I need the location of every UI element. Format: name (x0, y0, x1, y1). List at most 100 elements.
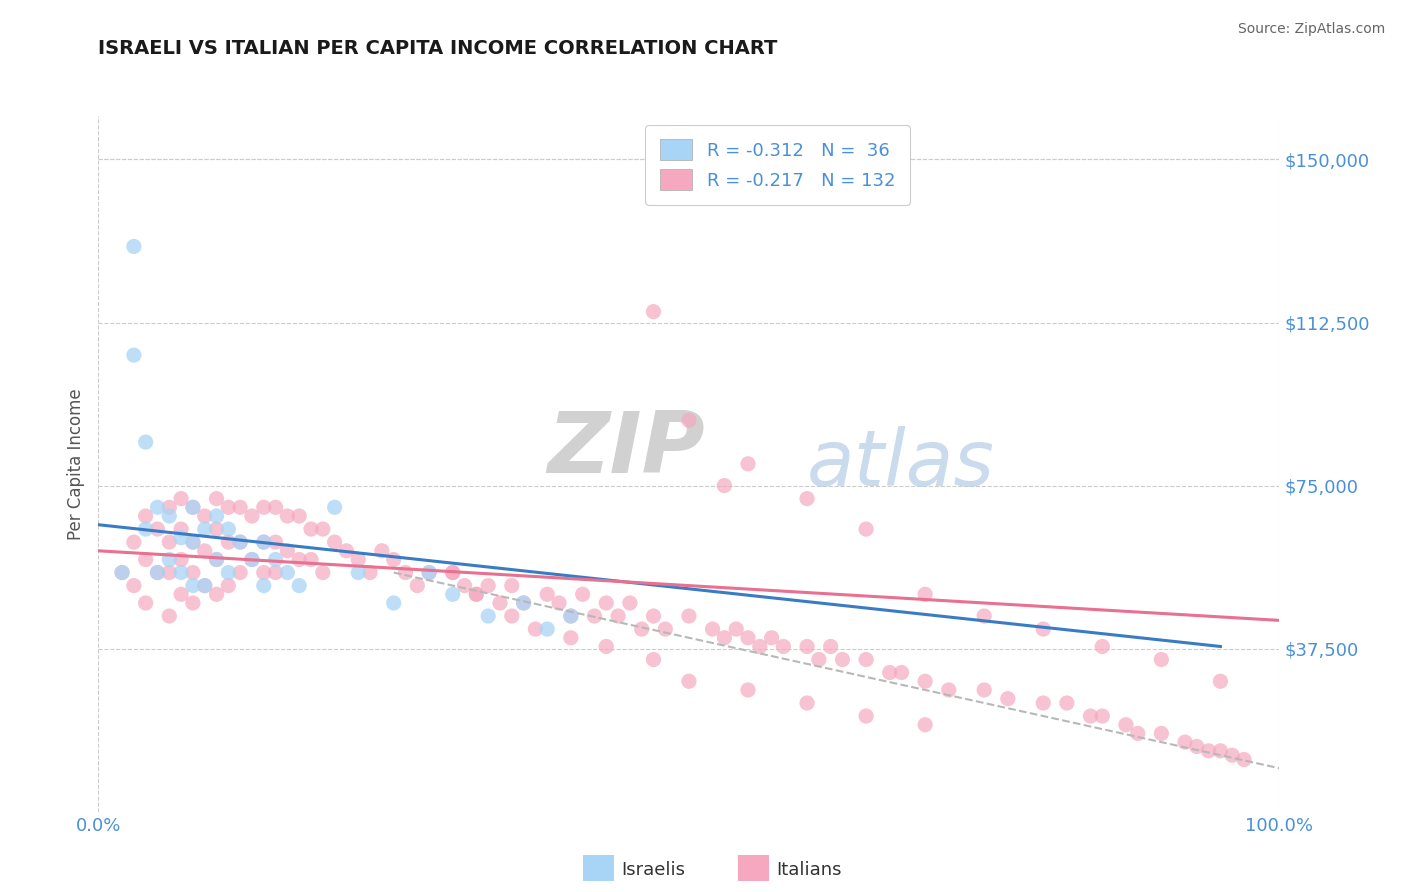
Point (418, 566, 440, 580)
Text: ZIP: ZIP (547, 409, 704, 491)
Point (890, 665, 912, 680)
Point (170, 587, 193, 601)
Point (240, 508, 263, 523)
Point (157, 566, 180, 580)
Point (1185, 739, 1208, 754)
Point (170, 491, 193, 506)
Point (205, 552, 228, 566)
Point (194, 522, 217, 536)
Point (1056, 696, 1078, 710)
Point (170, 531, 193, 545)
Point (630, 622, 652, 636)
Point (181, 566, 204, 580)
Point (512, 596, 534, 610)
Point (323, 535, 346, 549)
Point (122, 348, 145, 362)
Point (205, 508, 228, 523)
Point (737, 631, 759, 645)
Point (938, 683, 960, 698)
Point (276, 544, 298, 558)
Point (1150, 726, 1173, 740)
Point (796, 640, 818, 654)
Point (111, 566, 134, 580)
Point (276, 566, 298, 580)
Point (1032, 622, 1054, 636)
Point (1115, 717, 1137, 731)
Point (678, 674, 700, 689)
Point (595, 596, 617, 610)
Point (477, 579, 499, 593)
Point (713, 631, 735, 645)
Point (678, 609, 700, 624)
Point (560, 609, 582, 624)
Point (441, 587, 464, 601)
Text: Italians: Italians (776, 861, 842, 879)
Point (394, 566, 416, 580)
Point (299, 552, 322, 566)
Point (1220, 748, 1243, 763)
Point (157, 535, 180, 549)
Point (146, 500, 169, 515)
Point (288, 508, 311, 523)
Point (607, 609, 630, 624)
Point (583, 609, 606, 624)
Point (571, 587, 593, 601)
Point (264, 552, 287, 566)
Point (217, 500, 239, 515)
Point (453, 579, 475, 593)
Point (371, 544, 394, 558)
Point (820, 640, 842, 654)
Point (122, 579, 145, 593)
Point (418, 566, 440, 580)
Point (217, 535, 239, 549)
Point (465, 587, 488, 601)
Text: ISRAELI VS ITALIAN PER CAPITA INCOME CORRELATION CHART: ISRAELI VS ITALIAN PER CAPITA INCOME COR… (98, 39, 778, 58)
Point (181, 579, 204, 593)
Point (725, 622, 748, 636)
Point (217, 566, 239, 580)
Point (465, 587, 488, 601)
Point (595, 640, 617, 654)
Point (772, 640, 794, 654)
Point (1233, 753, 1256, 767)
Point (264, 566, 287, 580)
Point (205, 552, 228, 566)
Point (807, 652, 830, 666)
Point (477, 609, 499, 624)
Point (501, 579, 523, 593)
Point (253, 500, 276, 515)
Point (643, 304, 665, 318)
Point (654, 622, 676, 636)
Point (347, 552, 370, 566)
Point (914, 587, 936, 601)
Point (382, 596, 405, 610)
Point (253, 579, 276, 593)
Point (194, 508, 217, 523)
Point (501, 609, 523, 624)
Point (157, 500, 180, 515)
Point (1150, 652, 1173, 666)
Point (761, 631, 783, 645)
Point (122, 239, 145, 253)
Point (240, 552, 263, 566)
Point (914, 717, 936, 731)
Point (512, 596, 534, 610)
Point (135, 552, 157, 566)
Legend: R = -0.312   N =  36, R = -0.217   N = 132: R = -0.312 N = 36, R = -0.217 N = 132 (645, 125, 910, 204)
Point (536, 587, 558, 601)
Point (347, 566, 370, 580)
Point (217, 522, 239, 536)
Point (441, 566, 464, 580)
Point (1091, 709, 1114, 723)
Point (157, 508, 180, 523)
Point (737, 683, 759, 698)
Point (264, 535, 287, 549)
Point (181, 500, 204, 515)
Point (737, 457, 759, 471)
Point (135, 596, 157, 610)
Point (181, 535, 204, 549)
Point (489, 596, 512, 610)
Point (879, 665, 901, 680)
Point (914, 674, 936, 689)
Point (264, 500, 287, 515)
